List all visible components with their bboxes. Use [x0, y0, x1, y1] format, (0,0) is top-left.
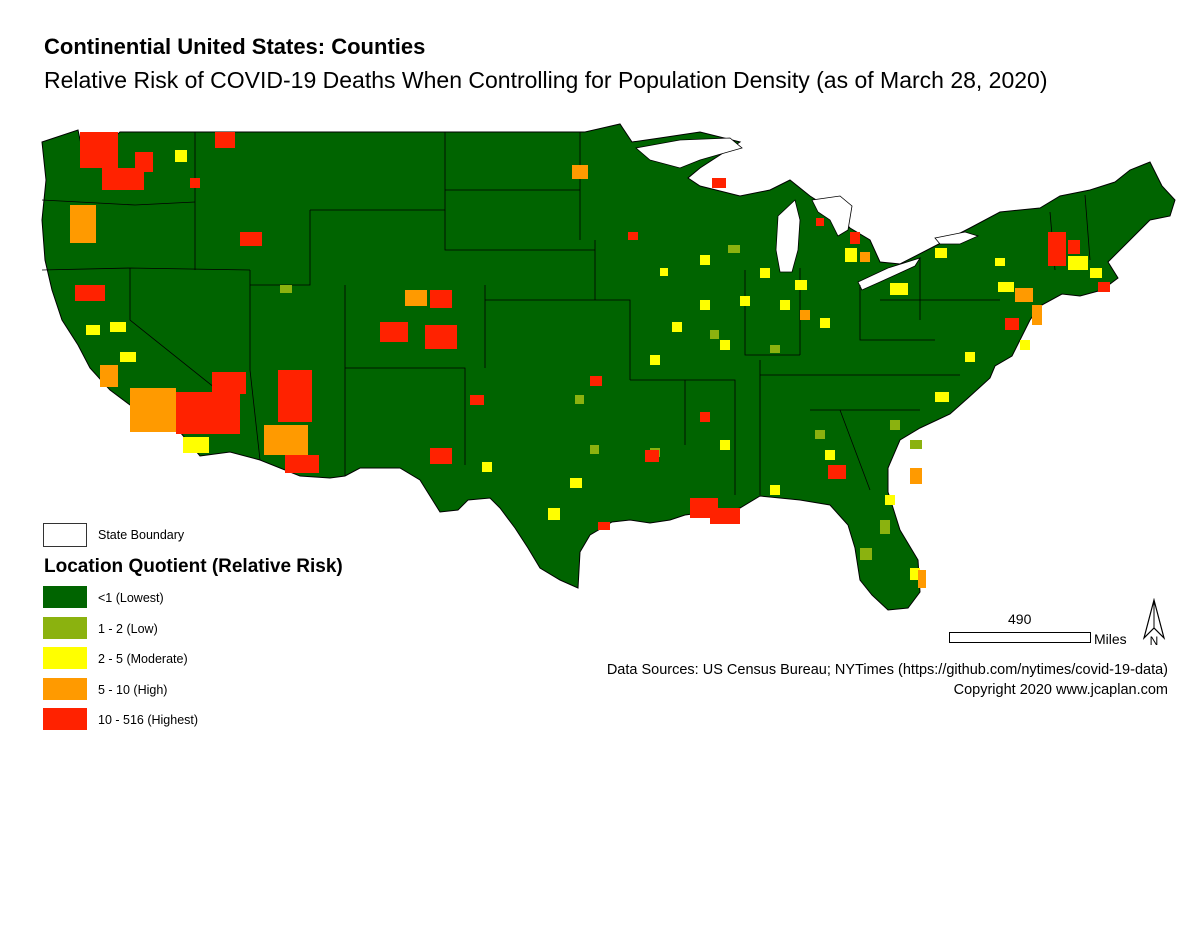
moderate-risk-counties: [86, 150, 1102, 580]
legend-label-lowest: <1 (Lowest): [98, 591, 164, 605]
copyright-text: Copyright 2020 www.jcaplan.com: [953, 682, 1168, 698]
legend-title: Location Quotient (Relative Risk): [44, 556, 343, 577]
legend-label-low: 1 - 2 (Low): [98, 621, 158, 636]
highest-risk-counties: [75, 132, 1110, 530]
north-label: N: [1150, 634, 1159, 646]
high-risk-counties: [70, 165, 1042, 588]
legend-label-highest: 10 - 516 (Highest): [98, 713, 199, 727]
lake-ontario: [934, 231, 980, 245]
lake-superior: [635, 137, 743, 169]
scale-bar-value: 490: [1008, 611, 1032, 627]
state-boundary-label: State Boundary: [98, 528, 185, 542]
state-boundary-swatch: [43, 523, 87, 547]
us-outline: [41, 123, 1176, 611]
map-subtitle: Relative Risk of COVID-19 Deaths When Co…: [44, 67, 1048, 93]
legend-swatch-low: [43, 616, 87, 639]
scale-bar-unit: Miles: [1094, 631, 1127, 647]
credits: Data Sources: US Census Bureau; NYTimes …: [607, 660, 1168, 700]
scale-bar: [949, 632, 1091, 643]
legend-swatch-highest: [43, 708, 87, 730]
legend-label-high: 5 - 10 (High): [98, 682, 168, 697]
state-boundaries: [41, 132, 1091, 495]
lake-erie: [857, 257, 921, 291]
legend-label-moderate: 2 - 5 (Moderate): [98, 652, 188, 666]
legend-swatch-lowest: [43, 586, 87, 608]
lake-huron: [811, 195, 853, 237]
data-sources-text: Data Sources: US Census Bureau; NYTimes …: [606, 662, 1168, 678]
north-arrow-icon: N: [1142, 598, 1166, 646]
legend-swatch-high: [43, 677, 87, 700]
lake-michigan: [775, 199, 801, 273]
map-title: Continential United States: Counties: [44, 34, 426, 59]
legend-swatch-moderate: [43, 647, 87, 669]
